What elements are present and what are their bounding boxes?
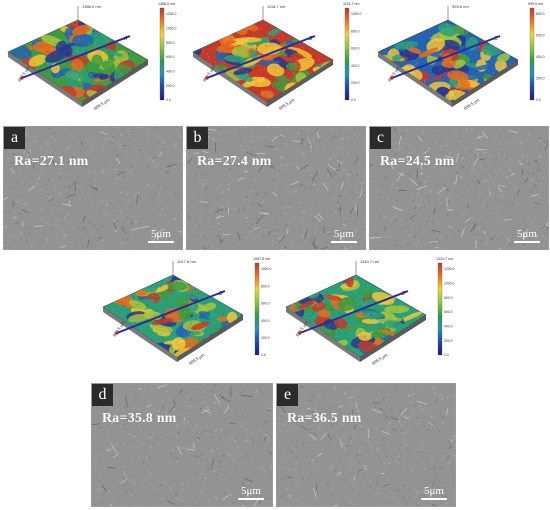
afm-profile-d: 1017.6 nm D' 889.5 µm 889.5 µm 1067.8 nm 1000…: [95, 255, 275, 377]
sem-texture: [370, 127, 548, 249]
panel-letter: e: [277, 384, 298, 406]
panel-letter: b: [187, 127, 208, 149]
scale-tick-label: 0.0: [444, 353, 449, 357]
roughness-label: Ra=36.5 nm: [287, 411, 362, 426]
afm-surface-plot: 1310.7 nm E' 889.5 µm 889.5 µm 1320.7 nm 1200…: [285, 257, 454, 366]
sem-panel-b: b Ra=27.4 nm 5μm: [186, 126, 366, 250]
scale-label: 5μm: [334, 228, 354, 240]
x-axis-label: 889.5 µm: [371, 352, 389, 366]
afm-surface-plot: 993.6 nm C' 889.5 µm 889.5 µm 999.5 nm 800.0 6…: [377, 2, 545, 111]
scale-tick-label: 0.0: [166, 98, 171, 102]
sem-panel-a: a Ra=27.1 nm 5μm: [3, 126, 183, 250]
scale-tick-label: 0.0: [261, 353, 266, 357]
scale-tick-label: 400.0: [444, 325, 453, 329]
scale-tick-label: 200.0: [536, 77, 545, 81]
sem-panel-e: e Ra=36.5 nm 5μm: [276, 383, 456, 507]
panel-letter: c: [370, 127, 391, 149]
scale-label: 5μm: [151, 228, 171, 240]
scale-tick-label: 1000.0: [444, 282, 454, 286]
sem-texture: [187, 127, 365, 249]
scale-tick-label: 200.0: [444, 339, 453, 343]
scale-tick-label: 800.0: [166, 41, 175, 45]
roughness-label: Ra=27.1 nm: [14, 154, 89, 169]
scale-max-label: 999.5 nm: [528, 2, 543, 6]
sem-panel-c: c Ra=24.5 nm 5μm: [369, 126, 549, 250]
scale-tick-label: 200.0: [166, 84, 175, 88]
scale-tick-label: 800.0: [444, 296, 453, 300]
afm-profile-e: 1310.7 nm E' 889.5 µm 889.5 µm 1320.7 nm 1200…: [278, 255, 458, 377]
y-axis-label: 889.5 µm: [387, 65, 401, 83]
afm-profile-b: 1116.7 nm B' 889.5 µm 889.5 µm 1116.7 nm 1000…: [185, 0, 365, 122]
scale-tick-label: 1000.0: [351, 12, 361, 16]
scale-bar: 5μm: [148, 228, 174, 243]
scale-tick-label: 0.0: [536, 98, 541, 102]
y-axis-label: 889.5 µm: [112, 320, 126, 338]
x-axis-label: 889.5 µm: [188, 352, 206, 366]
height-label: 1386.0 nm: [82, 4, 102, 9]
height-label: 1116.7 nm: [267, 4, 286, 9]
scale-max-label: 1067.8 nm: [253, 257, 270, 261]
scale-tick-label: 600.0: [351, 47, 360, 51]
scale-label: 5μm: [424, 485, 444, 497]
scale-tick-label: 400.0: [536, 55, 545, 59]
sem-texture: [277, 384, 455, 506]
sem-panel-d: d Ra=35.8 nm 5μm: [91, 383, 273, 507]
afm-profile-c: 993.6 nm C' 889.5 µm 889.5 µm 999.5 nm 800.0 6…: [370, 0, 550, 122]
x-axis-label: 889.5 µm: [93, 97, 111, 111]
scale-tick-label: 1200.0: [444, 267, 454, 271]
height-label: 1310.7 nm: [360, 259, 380, 264]
afm-surface-plot: 1017.6 nm D' 889.5 µm 889.5 µm 1067.8 nm 1000…: [102, 257, 271, 366]
scale-tick-label: 800.0: [351, 29, 360, 33]
panel-letter: a: [4, 127, 25, 149]
roughness-label: Ra=27.4 nm: [197, 154, 272, 169]
profile-end-label: D': [219, 291, 225, 297]
scale-tick-label: 400.0: [261, 319, 270, 323]
sem-texture: [4, 127, 182, 249]
scale-bar: 5μm: [421, 485, 447, 500]
scale-tick-label: 800.0: [536, 12, 545, 16]
scale-label: 5μm: [517, 228, 537, 240]
roughness-label: Ra=35.8 nm: [102, 411, 177, 426]
panel-letter: d: [92, 384, 113, 406]
profile-end-label: E': [402, 291, 407, 297]
scale-bar: 5μm: [514, 228, 540, 243]
scale-tick-label: 1000.0: [261, 267, 271, 271]
y-axis-label: 889.5 µm: [295, 320, 309, 338]
y-axis-label: 889.5 µm: [17, 65, 31, 83]
scale-max-label: 1320.7 nm: [436, 257, 453, 261]
scale-tick-label: 1000.0: [166, 27, 176, 31]
scale-max-label: 1386.0 nm: [158, 2, 175, 6]
afm-profile-a: 1386.0 nm A' 889.5 µm 889.5 µm 1386.0 nm 1200…: [0, 0, 180, 122]
roughness-label: Ra=24.5 nm: [380, 154, 455, 169]
scale-tick-label: 600.0: [444, 310, 453, 314]
scale-tick-label: 0.0: [351, 98, 356, 102]
height-label: 993.6 nm: [452, 4, 469, 9]
scale-tick-label: 200.0: [351, 81, 360, 85]
x-axis-label: 889.5 µm: [278, 97, 296, 111]
scale-tick-label: 800.0: [261, 284, 270, 288]
y-axis-label: 889.5 µm: [202, 65, 216, 83]
scale-tick-label: 600.0: [261, 302, 270, 306]
scale-tick-label: 200.0: [261, 336, 270, 340]
scale-max-label: 1116.7 nm: [343, 2, 359, 6]
profile-end-label: A': [123, 36, 129, 42]
scale-tick-label: 600.0: [166, 55, 175, 59]
afm-surface-plot: 1386.0 nm A' 889.5 µm 889.5 µm 1386.0 nm 1200…: [7, 2, 176, 111]
profile-end-label: B': [309, 36, 314, 42]
scale-tick-label: 400.0: [166, 70, 175, 74]
scale-bar: 5μm: [238, 485, 264, 500]
scale-tick-label: 400.0: [351, 64, 360, 68]
x-axis-label: 889.5 µm: [463, 97, 481, 111]
scale-label: 5μm: [241, 485, 261, 497]
sem-texture: [92, 384, 272, 506]
scale-bar: 5μm: [331, 228, 357, 243]
scale-tick-label: 1200.0: [166, 12, 176, 16]
height-label: 1017.6 nm: [177, 259, 197, 264]
profile-end-label: C': [494, 36, 500, 42]
afm-surface-plot: 1116.7 nm B' 889.5 µm 889.5 µm 1116.7 nm 1000…: [192, 2, 361, 111]
scale-tick-label: 600.0: [536, 34, 545, 38]
